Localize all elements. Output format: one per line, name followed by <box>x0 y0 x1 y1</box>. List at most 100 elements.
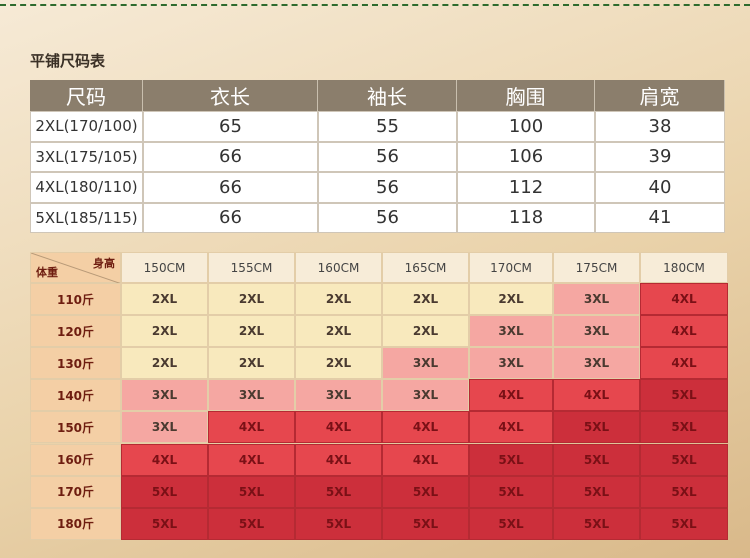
table-cell: 3XL(175/105) <box>30 141 143 172</box>
height-header: 150CM <box>121 252 208 283</box>
size-cell: 5XL <box>469 475 553 508</box>
table-cell: 65 <box>143 111 318 142</box>
table-cell: 118 <box>457 202 595 233</box>
height-header: 175CM <box>553 252 640 283</box>
corner-cell: 身高体重 <box>30 252 122 284</box>
size-cell: 4XL <box>553 379 640 412</box>
size-cell: 2XL <box>208 347 295 380</box>
size-cell: 2XL <box>295 315 382 348</box>
table-cell: 40 <box>595 172 725 203</box>
size-cell: 4XL <box>208 411 295 444</box>
table-cell: 5XL(185/115) <box>30 202 143 233</box>
size-cell: 5XL <box>295 475 382 508</box>
size-cell: 4XL <box>295 443 382 476</box>
size-cell: 4XL <box>469 411 553 444</box>
size-cell: 5XL <box>640 507 728 540</box>
size-cell: 4XL <box>121 443 208 476</box>
table-cell: 100 <box>457 111 595 142</box>
header-cell: 尺码 <box>30 80 143 111</box>
table-cell: 66 <box>143 172 318 203</box>
size-cell: 3XL <box>295 379 382 412</box>
size-cell: 5XL <box>469 507 553 540</box>
title: 平铺尺码表 <box>30 52 106 70</box>
weight-header: 140斤 <box>30 379 121 412</box>
weight-header: 150斤 <box>30 411 121 444</box>
size-cell: 5XL <box>640 411 728 444</box>
table-cell: 41 <box>595 202 725 233</box>
divider <box>0 4 750 6</box>
header-cell: 衣长 <box>143 80 318 111</box>
height-header: 170CM <box>469 252 553 283</box>
size-cell: 2XL <box>295 347 382 380</box>
height-header: 160CM <box>295 252 382 283</box>
size-cell: 5XL <box>640 443 728 476</box>
size-cell: 3XL <box>121 411 208 444</box>
size-cell: 5XL <box>208 475 295 508</box>
table-cell: 4XL(180/110) <box>30 172 143 203</box>
table-cell: 55 <box>318 111 457 142</box>
weight-header: 180斤 <box>30 507 121 540</box>
size-cell: 5XL <box>553 411 640 444</box>
table-cell: 66 <box>143 141 318 172</box>
size-cell: 5XL <box>553 507 640 540</box>
size-cell: 4XL <box>382 411 469 444</box>
size-cell: 4XL <box>640 315 728 348</box>
size-cell: 3XL <box>553 283 640 316</box>
size-cell: 5XL <box>208 507 295 540</box>
size-cell: 5XL <box>469 443 553 476</box>
size-cell: 2XL <box>382 315 469 348</box>
size-cell: 4XL <box>640 283 728 316</box>
size-cell: 3XL <box>208 379 295 412</box>
size-cell: 2XL <box>208 283 295 316</box>
table-cell: 56 <box>318 141 457 172</box>
size-cell: 4XL <box>208 443 295 476</box>
size-cell: 5XL <box>382 475 469 508</box>
header-cell: 袖长 <box>318 80 457 111</box>
diagonal <box>31 253 122 284</box>
table-cell: 38 <box>595 111 725 142</box>
size-cell: 3XL <box>553 347 640 380</box>
size-cell: 5XL <box>121 507 208 540</box>
size-cell: 5XL <box>640 379 728 412</box>
header-cell: 胸围 <box>457 80 595 111</box>
height-header: 180CM <box>640 252 728 283</box>
size-cell: 2XL <box>121 347 208 380</box>
size-cell: 5XL <box>382 507 469 540</box>
table-cell: 56 <box>318 202 457 233</box>
size-cell: 3XL <box>121 379 208 412</box>
size-cell: 4XL <box>382 443 469 476</box>
size-cell: 3XL <box>553 315 640 348</box>
corner-label: 体重 <box>36 266 58 279</box>
size-cell: 3XL <box>382 379 469 412</box>
size-cell: 5XL <box>640 475 728 508</box>
size-cell: 2XL <box>382 283 469 316</box>
table-cell: 2XL(170/100) <box>30 111 143 142</box>
size-cell: 4XL <box>640 347 728 380</box>
weight-header: 110斤 <box>30 283 121 316</box>
weight-header: 120斤 <box>30 315 121 348</box>
weight-header: 170斤 <box>30 475 121 508</box>
size-cell: 2XL <box>208 315 295 348</box>
table-cell: 112 <box>457 172 595 203</box>
size-cell: 5XL <box>295 507 382 540</box>
weight-header: 130斤 <box>30 347 121 380</box>
header-cell: 肩宽 <box>595 80 725 111</box>
size-cell: 2XL <box>121 315 208 348</box>
table-cell: 66 <box>143 202 318 233</box>
size-cell: 3XL <box>469 347 553 380</box>
size-cell: 4XL <box>295 411 382 444</box>
table-cell: 39 <box>595 141 725 172</box>
size-cell: 2XL <box>295 283 382 316</box>
size-cell: 3XL <box>469 315 553 348</box>
corner-label: 身高 <box>93 257 115 270</box>
size-cell: 4XL <box>469 379 553 412</box>
height-header: 155CM <box>208 252 295 283</box>
table-cell: 106 <box>457 141 595 172</box>
size-cell: 2XL <box>121 283 208 316</box>
size-cell: 5XL <box>553 443 640 476</box>
weight-header: 160斤 <box>30 443 121 476</box>
size-cell: 5XL <box>553 475 640 508</box>
size-cell: 2XL <box>469 283 553 316</box>
height-header: 165CM <box>382 252 469 283</box>
